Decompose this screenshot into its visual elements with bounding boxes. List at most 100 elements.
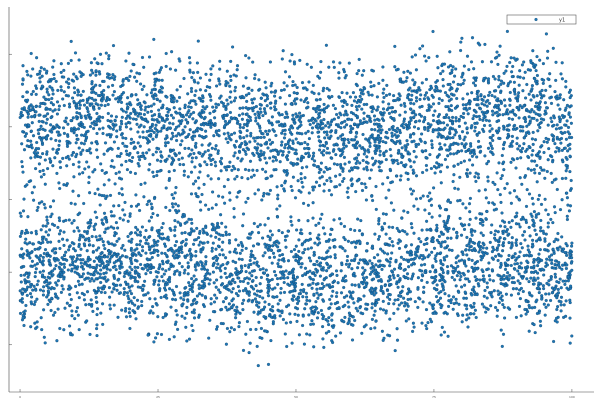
data-point: [149, 109, 153, 113]
data-point: [502, 98, 507, 102]
data-point: [343, 303, 347, 307]
data-point: [457, 290, 461, 294]
data-point: [551, 46, 555, 50]
data-point: [128, 289, 132, 293]
data-point: [160, 226, 164, 230]
data-point: [546, 221, 550, 225]
data-point: [93, 192, 97, 196]
data-point: [282, 187, 286, 191]
data-point: [353, 165, 357, 169]
data-point: [123, 144, 127, 148]
data-point: [333, 253, 337, 257]
data-point: [199, 249, 203, 253]
data-point: [50, 212, 54, 216]
data-point: [484, 100, 488, 104]
data-point: [220, 221, 224, 225]
data-point: [194, 89, 198, 93]
data-point: [48, 228, 52, 232]
data-point: [400, 301, 404, 305]
data-point: [81, 148, 85, 152]
data-point: [258, 282, 262, 286]
data-point: [18, 234, 22, 238]
data-point: [365, 165, 369, 169]
data-point: [165, 95, 169, 99]
data-point: [190, 221, 194, 225]
data-point: [317, 221, 321, 225]
data-point: [481, 127, 485, 131]
data-point: [65, 301, 69, 305]
data-point: [126, 282, 130, 286]
data-point: [242, 122, 247, 127]
data-point: [388, 293, 392, 297]
data-point: [518, 281, 522, 285]
data-point: [516, 269, 520, 273]
data-point: [30, 264, 34, 268]
data-point: [490, 256, 494, 260]
data-point: [228, 95, 232, 99]
data-point: [566, 203, 570, 207]
data-point: [360, 188, 365, 193]
data-point: [362, 148, 366, 152]
data-point: [532, 63, 536, 67]
data-point: [111, 73, 115, 77]
data-point: [464, 318, 468, 322]
data-point: [455, 274, 459, 278]
data-point: [66, 61, 70, 65]
data-point: [138, 230, 142, 234]
data-point: [151, 311, 155, 315]
data-point: [119, 260, 123, 264]
data-point: [168, 226, 172, 231]
data-point: [325, 151, 329, 155]
data-point: [212, 300, 217, 304]
data-point: [544, 208, 548, 212]
data-point: [105, 149, 109, 153]
data-point: [455, 231, 459, 235]
data-point: [225, 326, 229, 331]
data-point: [341, 104, 345, 108]
data-point: [139, 262, 143, 267]
data-point: [562, 98, 566, 102]
data-point: [90, 82, 94, 86]
data-point: [346, 300, 350, 304]
data-point: [381, 140, 385, 144]
data-point: [362, 117, 366, 121]
data-point: [268, 60, 272, 64]
data-point: [277, 258, 281, 262]
data-point: [71, 189, 75, 193]
data-point: [113, 243, 117, 247]
data-point: [416, 127, 420, 131]
data-point: [431, 102, 436, 106]
data-point: [345, 190, 349, 194]
data-point: [19, 231, 23, 236]
data-point: [45, 87, 49, 91]
data-point: [217, 266, 222, 270]
data-point: [390, 131, 394, 135]
data-point: [45, 284, 49, 288]
data-point: [401, 80, 405, 84]
data-point: [64, 250, 68, 254]
data-point: [189, 192, 194, 196]
data-point: [422, 285, 426, 289]
data-point: [408, 71, 412, 75]
data-point: [24, 237, 28, 241]
data-point: [269, 308, 274, 312]
data-point: [291, 113, 295, 117]
data-point: [218, 290, 222, 294]
data-point: [219, 269, 223, 273]
data-point: [150, 255, 154, 260]
data-point: [554, 78, 558, 82]
data-point: [527, 144, 531, 149]
data-point: [469, 60, 474, 64]
data-point: [420, 278, 424, 282]
data-point: [431, 281, 435, 285]
data-point: [99, 311, 103, 315]
data-point: [560, 176, 564, 181]
data-point: [548, 84, 552, 88]
data-point: [515, 211, 519, 215]
data-point: [175, 111, 179, 115]
data-point: [162, 124, 166, 128]
data-point: [338, 61, 342, 65]
data-point: [456, 187, 460, 191]
data-point: [555, 146, 559, 150]
data-point: [271, 244, 275, 248]
